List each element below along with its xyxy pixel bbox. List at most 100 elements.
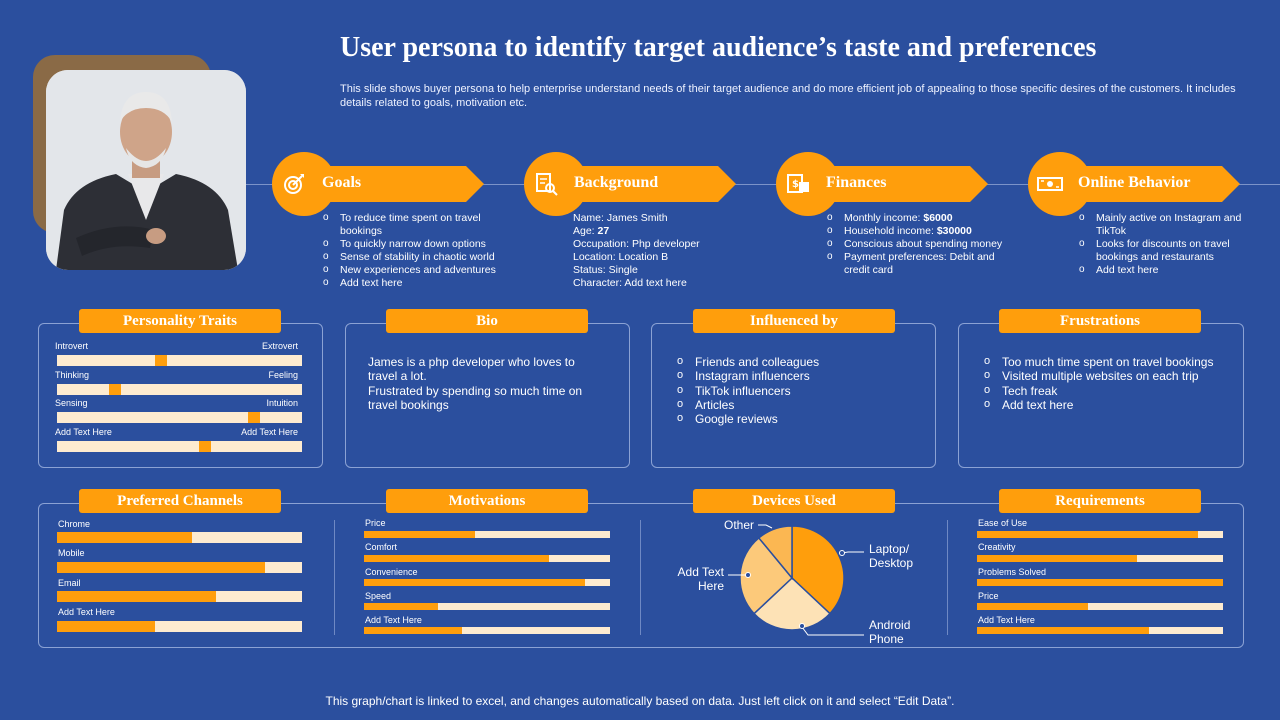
list-item: Household income: $30000 [825, 224, 1015, 238]
list-item: Name: James Smith [573, 212, 668, 224]
leader-line [841, 551, 864, 554]
personality-traits-header: Personality Traits [79, 309, 281, 333]
list-item: Monthly income: $6000 [825, 211, 1015, 225]
channel-bar-fill [57, 591, 217, 602]
list-item: Visited multiple websites on each trip [980, 368, 1240, 383]
divider [947, 520, 948, 635]
trait-slider [57, 441, 302, 452]
requirement-bar [977, 555, 1223, 562]
requirement-bar [977, 627, 1223, 634]
leader-line [758, 524, 773, 529]
motivation-bar [364, 603, 610, 610]
channel-bar [57, 562, 302, 573]
requirement-bar-fill [977, 603, 1088, 610]
pie-slice [757, 525, 793, 581]
pie-label-laptop: Laptop/ Desktop [869, 542, 914, 570]
trait-right-label: Feeling [268, 370, 298, 380]
motivation-label: Convenience [365, 567, 418, 577]
leader-line [801, 626, 864, 636]
motivation-label: Price [365, 518, 386, 528]
trait-right-label: Intuition [266, 398, 298, 408]
background-list: Name: James Smith Age: 27 Occupation: Ph… [573, 212, 753, 290]
trait-left-label: Introvert [55, 341, 89, 351]
requirement-bar [977, 579, 1223, 586]
frustrations-header: Frustrations [999, 309, 1201, 333]
trait-slider [57, 384, 302, 395]
list-item: Payment preferences: Debit and credit ca… [825, 250, 1015, 277]
requirement-label: Problems Solved [978, 567, 1047, 577]
bottom-panel [38, 503, 1244, 648]
persona-photo [46, 70, 246, 270]
motivation-bar-fill [364, 579, 586, 586]
list-item: Tech freak [980, 383, 1240, 398]
list-item: Add text here [980, 397, 1240, 412]
pie-label-other: Other [724, 518, 755, 532]
list-item: Too much time spent on travel bookings [980, 354, 1240, 369]
list-item: Articles [673, 397, 923, 412]
trait-marker [154, 355, 167, 366]
pie-label-android: Android Phone [869, 618, 911, 646]
online-behavior-list: Mainly active on Instagram and TikTok Lo… [1077, 211, 1257, 277]
requirement-label: Add Text Here [978, 615, 1035, 625]
bio-text: James is a php developer who loves to tr… [368, 355, 583, 412]
list-item: Instagram influencers [673, 368, 923, 383]
goals-list: To reduce time spent on travel bookings … [321, 211, 501, 290]
motivation-bar-fill [364, 531, 475, 538]
page-title: User persona to identify target audience… [340, 32, 1097, 63]
finances-label: Finances [826, 174, 887, 191]
list-item: Google reviews [673, 411, 923, 426]
online-behavior-label: Online Behavior [1078, 174, 1191, 191]
trait-right-label: Add Text Here [241, 427, 298, 437]
devices-used-header: Devices Used [693, 489, 895, 513]
list-item: Conscious about spending money [825, 237, 1015, 251]
channel-bar [57, 532, 302, 543]
trait-slider [57, 412, 302, 423]
requirement-label: Price [978, 591, 999, 601]
pie-slice [791, 525, 845, 615]
trait-left-label: Sensing [55, 398, 88, 408]
requirement-bar [977, 603, 1223, 610]
list-item: Location: Location B [573, 251, 669, 263]
channel-bar-fill [57, 621, 155, 632]
channel-label: Add Text Here [58, 607, 115, 617]
motivation-bar-fill [364, 627, 463, 634]
trait-marker [109, 384, 122, 395]
channel-bar [57, 591, 302, 602]
svg-text:$: $ [792, 179, 799, 190]
list-item: Occupation: Php developer [573, 238, 700, 250]
list-item: Character: Add text here [573, 277, 687, 289]
list-item: Mainly active on Instagram and TikTok [1077, 211, 1257, 238]
requirement-label: Ease of Use [978, 518, 1028, 528]
motivation-bar-fill [364, 603, 438, 610]
document-search-icon [536, 173, 558, 196]
pie-label-add: Add Text Here [677, 565, 724, 593]
list-item: Friends and colleagues [673, 354, 923, 369]
timeline-divider [246, 184, 1280, 185]
list-item: Status: Single [573, 264, 638, 276]
channel-bar [57, 621, 302, 632]
background-label: Background [574, 174, 659, 191]
motivation-label: Speed [365, 591, 392, 601]
divider [640, 520, 641, 635]
motivation-bar-fill [364, 555, 549, 562]
requirement-bar [977, 531, 1223, 538]
motivation-bar [364, 531, 610, 538]
requirement-bar-fill [977, 627, 1150, 634]
influenced-by-list: Friends and colleagues Instagram influen… [673, 354, 923, 426]
motivation-bar [364, 579, 610, 586]
requirement-bar-fill [977, 579, 1223, 586]
pie-slice [753, 576, 831, 631]
channel-label: Chrome [58, 519, 91, 529]
channel-bar-fill [57, 532, 192, 543]
target-dartboard-icon [284, 174, 304, 194]
finances-list: Monthly income: $6000 Household income: … [825, 211, 1015, 277]
trait-slider [57, 355, 302, 366]
trait-right-label: Extrovert [261, 341, 298, 351]
leader-dot [799, 623, 805, 629]
footer-note: This graph/chart is linked to excel, and… [325, 694, 955, 708]
requirements-header: Requirements [999, 489, 1201, 513]
divider [334, 520, 335, 635]
motivations-header: Motivations [386, 489, 588, 513]
channel-bar-fill [57, 562, 266, 573]
preferred-channels-header: Preferred Channels [79, 489, 281, 513]
